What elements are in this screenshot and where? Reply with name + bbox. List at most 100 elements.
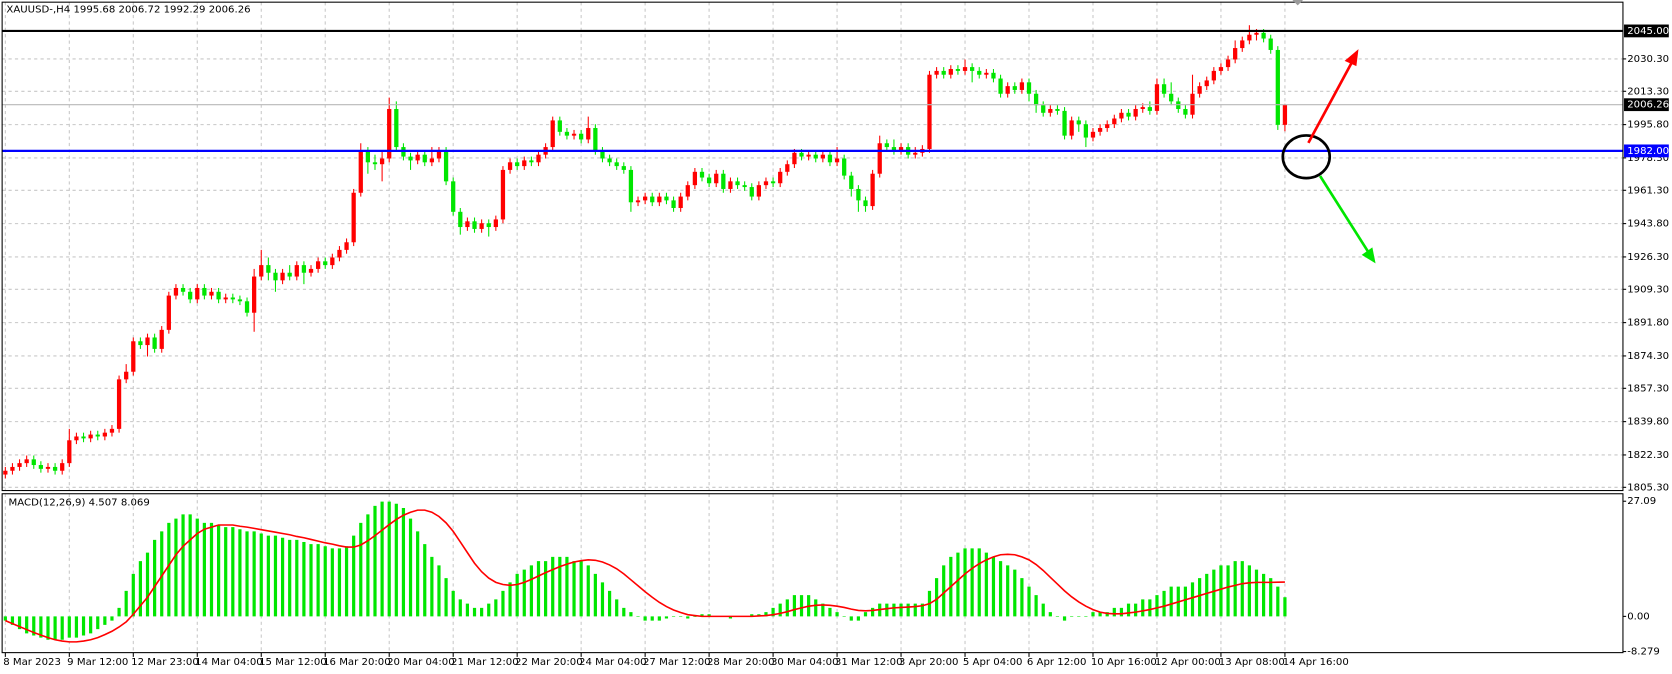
- macd-bar: [1062, 616, 1067, 621]
- marks: [2, 25, 1623, 643]
- macd-bar: [1198, 578, 1202, 617]
- candle-body: [351, 192, 356, 243]
- candle-body: [1119, 112, 1124, 119]
- macd-bar: [615, 599, 619, 617]
- candle-body: [1254, 32, 1259, 35]
- y-tick-label: 1874.30: [1627, 351, 1669, 362]
- candle-body: [1069, 120, 1074, 136]
- macd-bar: [984, 552, 988, 617]
- price-label: 1982.00: [1627, 146, 1669, 157]
- macd-bar: [1169, 586, 1173, 617]
- candle-body: [706, 177, 712, 184]
- macd-bar: [558, 556, 562, 617]
- macd-bar: [89, 616, 93, 634]
- macd-bar: [849, 616, 853, 621]
- macd-bar: [686, 616, 690, 619]
- candle-body: [102, 432, 107, 437]
- macd-bar: [423, 544, 427, 617]
- candle-body: [635, 200, 641, 203]
- macd-bar: [60, 616, 64, 640]
- candle-body: [230, 297, 235, 300]
- candle-body: [1033, 93, 1039, 106]
- macd-bar: [885, 603, 889, 617]
- macd-bar: [330, 548, 334, 617]
- macd-bar: [657, 616, 661, 621]
- candle-body: [614, 162, 619, 167]
- x-tick-label: 16 Mar 20:00: [323, 657, 391, 668]
- y-tick-label: 2013.30: [1627, 86, 1669, 97]
- macd-bar: [394, 503, 398, 617]
- scroll-marker: [1292, 0, 1304, 6]
- macd-bar: [96, 616, 100, 630]
- macd-bar: [444, 578, 448, 617]
- candle-body: [1019, 82, 1025, 90]
- macd-bar: [472, 607, 477, 617]
- price-label: 2045.00: [1627, 26, 1669, 37]
- candle-body: [323, 261, 328, 266]
- signal-line: [5, 509, 1285, 643]
- macd-bar: [67, 616, 71, 638]
- macd-bar: [671, 616, 676, 617]
- macd-bar: [174, 518, 178, 617]
- x-tick-label: 14 Apr 16:00: [1283, 657, 1349, 668]
- macd-bar: [153, 539, 157, 617]
- candle-body: [244, 301, 250, 313]
- y-tick-label: -8.279: [1627, 647, 1660, 658]
- candle-body: [38, 465, 44, 469]
- macd-bar: [1155, 595, 1159, 617]
- macd-bar: [53, 616, 57, 640]
- candle-body: [308, 268, 314, 273]
- macd-bar: [956, 552, 960, 617]
- candle-body: [692, 171, 698, 186]
- macd-bar: [3, 616, 7, 621]
- y-tick-label: 1839.80: [1627, 417, 1669, 428]
- candle-body: [429, 158, 434, 163]
- candle-body: [166, 295, 171, 330]
- candle-body: [714, 173, 719, 184]
- macd-bar: [622, 607, 626, 617]
- candle-body: [763, 181, 769, 186]
- candle-body: [756, 185, 762, 197]
- macd-bar: [1134, 603, 1138, 617]
- y-tick-label: 1822.30: [1627, 450, 1669, 461]
- candle-body: [159, 329, 164, 349]
- candle-body: [856, 188, 861, 201]
- macd-panel-border: [1, 493, 1624, 654]
- macd-bar: [373, 505, 377, 617]
- annotation-arrow-up: [1307, 61, 1354, 144]
- x-tick-label: 6 Apr 12:00: [1027, 657, 1087, 668]
- candle-body: [1247, 34, 1252, 41]
- candle-body: [152, 337, 157, 349]
- candle-body: [436, 150, 442, 159]
- candle-body: [1161, 84, 1167, 94]
- candle-body: [145, 337, 150, 346]
- main-panel-border: [1, 1, 1624, 492]
- candle-body: [550, 120, 555, 148]
- candle-body: [778, 171, 783, 184]
- candle-body: [1197, 86, 1202, 94]
- candle-body: [834, 158, 840, 163]
- candle-body: [315, 261, 321, 269]
- x-tick-label: 5 Apr 04:00: [963, 657, 1023, 668]
- macd-bar: [1162, 590, 1166, 617]
- macd-bar: [309, 544, 313, 617]
- macd-bar: [487, 603, 491, 617]
- candle-body: [252, 276, 257, 313]
- macd-bar: [81, 616, 86, 636]
- x-tick-label: 21 Mar 12:00: [451, 657, 519, 668]
- x-tick-label: 14 Mar 04:00: [195, 657, 263, 668]
- candle-body: [991, 72, 996, 79]
- x-tick-label: 15 Mar 12:00: [259, 657, 327, 668]
- macd-bar: [1283, 597, 1287, 617]
- candle-body: [927, 74, 932, 149]
- macd-bar: [501, 590, 505, 617]
- candle-body: [529, 160, 534, 163]
- macd-bar: [131, 573, 135, 617]
- macd-bar: [1105, 612, 1109, 617]
- macd-bar: [231, 527, 235, 617]
- candle-body: [1147, 107, 1152, 111]
- candle-body: [81, 436, 86, 439]
- macd-bar: [17, 616, 22, 630]
